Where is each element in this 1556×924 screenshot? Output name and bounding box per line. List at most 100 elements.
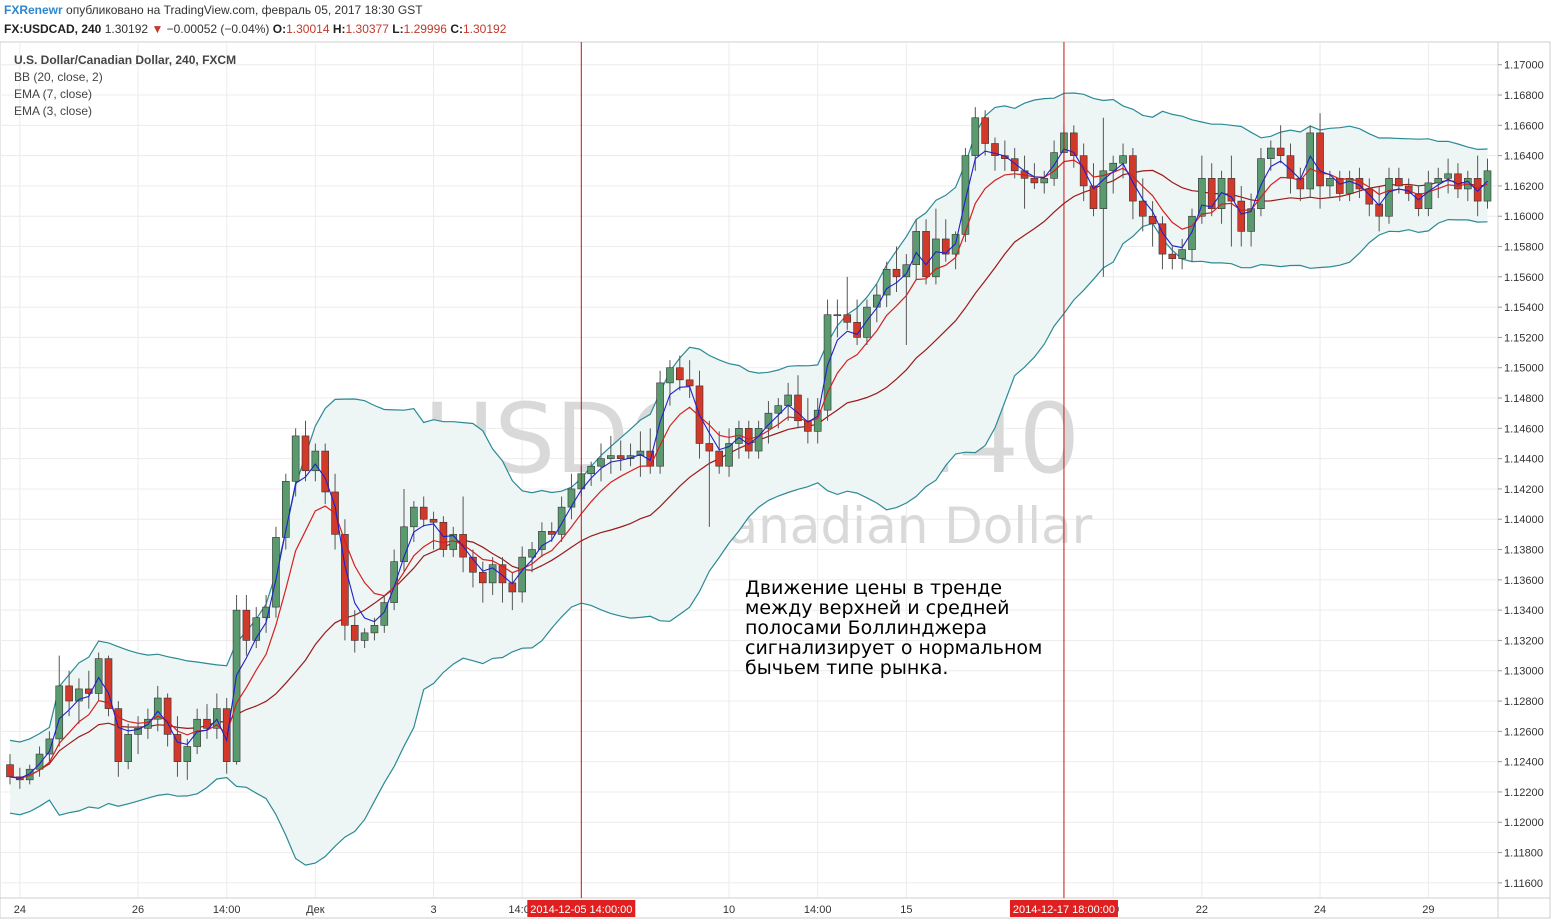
high-value: 1.30377 [345, 22, 389, 36]
y-tick-label: 1.14600 [1504, 423, 1544, 435]
candle [429, 511, 438, 550]
candle [912, 219, 921, 280]
legend-ema3[interactable]: EMA (3, close) [14, 104, 93, 118]
symbol-name[interactable]: FX:USDCAD, 240 [4, 22, 102, 36]
candle-body [656, 382, 664, 467]
candle-body [892, 268, 901, 278]
y-tick-label: 1.13000 [1504, 666, 1544, 678]
candle [498, 557, 507, 603]
candle [1138, 178, 1147, 232]
candle-body [1178, 249, 1186, 259]
candle [813, 398, 822, 444]
y-tick-label: 1.15800 [1504, 242, 1544, 254]
candle [557, 496, 566, 542]
candle-body [1099, 170, 1108, 209]
candle-body [65, 685, 73, 702]
x-tick-label: 15 [900, 904, 912, 916]
legend-ema7[interactable]: EMA (7, close) [14, 87, 93, 101]
candle-body [350, 624, 359, 641]
candle [685, 360, 694, 399]
candle-body [675, 367, 684, 381]
candle-body [498, 564, 507, 584]
candle-body [291, 435, 300, 482]
candle [1414, 185, 1423, 217]
candle [173, 716, 182, 777]
candle [1365, 178, 1374, 217]
y-tick-label: 1.13600 [1504, 575, 1544, 587]
candle [1217, 170, 1226, 224]
candle [65, 670, 73, 717]
candle [360, 628, 369, 649]
candle-body [193, 718, 201, 747]
open-value: 1.30014 [286, 22, 330, 36]
candle-body [882, 268, 891, 296]
candle [1316, 113, 1324, 209]
candle [242, 594, 251, 656]
candle-body [321, 450, 330, 493]
legend-bb[interactable]: BB (20, close, 2) [14, 70, 103, 84]
x-tick-label: 29 [1422, 904, 1434, 916]
candle-body [272, 537, 280, 608]
candle [311, 443, 320, 482]
candle-body [1365, 188, 1374, 205]
candle-body [1109, 162, 1117, 172]
candle-body [794, 394, 802, 422]
candle-body [971, 117, 980, 156]
candle-body [715, 450, 724, 467]
candle-body [1483, 170, 1492, 202]
candle-body [1247, 208, 1255, 232]
candle [1178, 238, 1186, 270]
candle [597, 443, 605, 482]
candle [183, 738, 192, 780]
candle-body [419, 506, 428, 520]
candle [380, 594, 389, 633]
candle-body [1217, 178, 1226, 209]
ema7-line [9, 159, 1488, 779]
candle-body [774, 405, 783, 414]
y-tick-label: 1.14000 [1504, 514, 1544, 526]
candle [675, 355, 684, 391]
candle [6, 754, 14, 785]
candle-body [981, 117, 989, 144]
candle [153, 685, 162, 732]
y-tick-label: 1.12400 [1504, 757, 1544, 769]
candle-body [1473, 178, 1482, 202]
candle-body [902, 264, 911, 278]
candle [1168, 246, 1177, 270]
candle-body [1414, 193, 1423, 209]
candle-body [1444, 173, 1452, 179]
candle-body [1089, 185, 1098, 209]
candle-body [1119, 155, 1127, 164]
candle [902, 254, 911, 346]
candle-body [163, 697, 172, 735]
candle [419, 496, 428, 527]
y-tick-label: 1.15200 [1504, 332, 1544, 344]
candle-body [1335, 178, 1344, 194]
candle [616, 440, 625, 471]
high-label: H: [332, 22, 346, 36]
candle-body [242, 609, 251, 641]
x-tick-label: 24 [1314, 904, 1326, 916]
candle-body [823, 314, 832, 411]
candle [252, 607, 261, 649]
candle [1109, 155, 1117, 194]
author-link[interactable]: FXRenewr [4, 3, 63, 17]
candle-body [1168, 253, 1177, 259]
y-tick-label: 1.16400 [1504, 151, 1544, 163]
last-price: 1.30192 [104, 22, 149, 36]
x-tick-label: 3 [430, 904, 436, 916]
candle [272, 526, 280, 618]
candle-body [547, 531, 556, 535]
candle-body [587, 465, 595, 475]
y-tick-label: 1.14800 [1504, 393, 1544, 405]
candle [281, 473, 290, 550]
candle [547, 522, 556, 542]
candle-body [173, 734, 182, 762]
low-value: 1.29996 [403, 22, 447, 36]
candle [1444, 158, 1452, 194]
y-tick-label: 1.14400 [1504, 454, 1544, 466]
candle-body [567, 488, 576, 508]
candle-body [528, 549, 536, 558]
candle [1129, 148, 1137, 220]
